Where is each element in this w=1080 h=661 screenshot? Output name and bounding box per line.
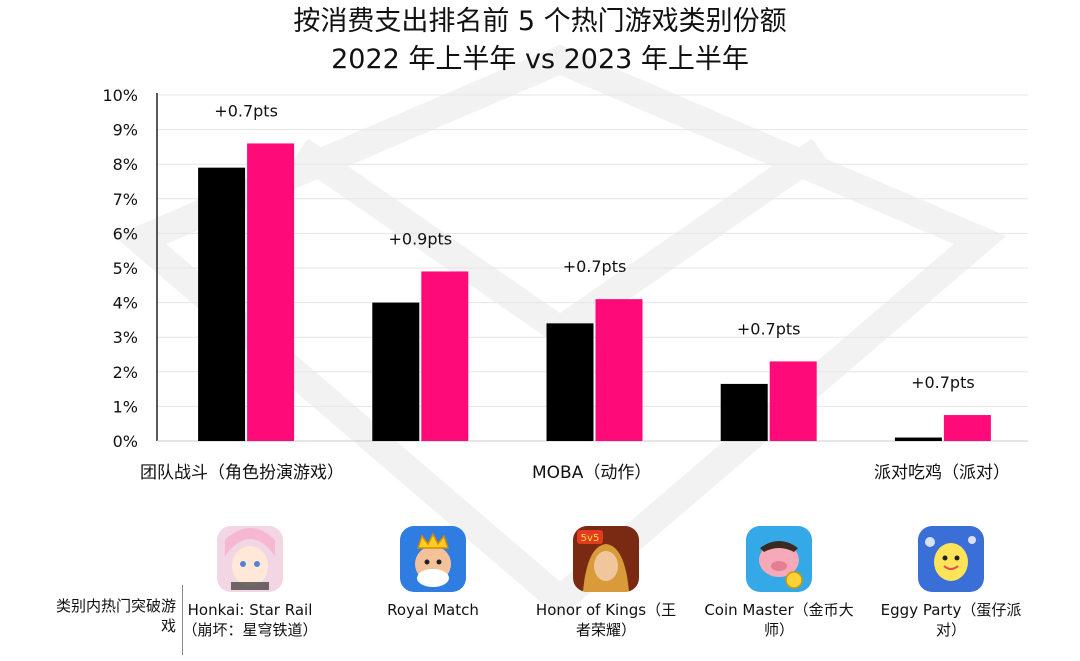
bar-2022 [894, 437, 942, 441]
delta-annotation: +0.7pts [563, 257, 627, 276]
game-item-eggy-party: Eggy Party（蛋仔派对） [876, 526, 1026, 640]
honkai-star-rail-icon [217, 526, 283, 592]
bar-2023 [247, 143, 295, 441]
chart-title: 按消费支出排名前 5 个热门游戏类别份额 [293, 6, 787, 37]
row-divider [182, 585, 183, 655]
delta-annotation: +0.7pts [911, 373, 975, 392]
honor-of-kings-icon: 5v5 [573, 526, 639, 592]
bar-2023 [595, 299, 643, 441]
game-item-royal-match: Royal Match [358, 526, 508, 620]
game-name: Honor of Kings（王者荣耀） [535, 601, 677, 639]
game-name: Honkai: Star Rail（崩坏：星穹铁道） [182, 601, 318, 639]
y-tick-label: 9% [113, 121, 138, 140]
y-tick-label: 4% [113, 294, 138, 313]
y-tick-label: 0% [113, 432, 138, 451]
y-tick-label: 6% [113, 224, 138, 243]
game-name: Coin Master（金币大师） [704, 601, 854, 639]
eggy-party-icon [918, 526, 984, 592]
bar-2022 [198, 167, 246, 441]
games-row-label: 类别内热门突破游戏 [55, 597, 176, 635]
delta-annotation: +0.7pts [737, 319, 801, 338]
y-tick-label: 2% [113, 363, 138, 382]
category-label-team-battle: 团队战斗（角色扮演游戏） [140, 463, 344, 483]
category-label-party-battle: 派对吃鸡（派对） [874, 463, 1010, 483]
game-name: Eggy Party（蛋仔派对） [880, 601, 1022, 639]
game-item-coin-master: Coin Master（金币大师） [704, 526, 854, 640]
y-tick-label: 10% [102, 86, 138, 105]
y-tick-label: 5% [113, 259, 138, 278]
svg-text:5v5: 5v5 [581, 533, 600, 544]
y-tick-label: 1% [113, 397, 138, 416]
category-label-moba: MOBA（动作） [532, 463, 652, 483]
y-tick-label: 3% [113, 328, 138, 347]
bar-2022 [546, 323, 594, 441]
delta-annotation: +0.9pts [388, 229, 452, 248]
bar-2022 [372, 302, 420, 441]
bar-2023 [943, 415, 991, 441]
bar-2023 [769, 361, 817, 441]
chart-subtitle: 2022 年上半年 vs 2023 年上半年 [331, 44, 749, 75]
y-tick-label: 8% [113, 155, 138, 174]
game-name: Royal Match [387, 601, 479, 619]
game-item-honkai: Honkai: Star Rail（崩坏：星穹铁道） [175, 526, 325, 640]
delta-annotation: +0.7pts [214, 101, 278, 120]
game-item-honor-of-kings: 5v5 Honor of Kings（王者荣耀） [531, 526, 681, 640]
royal-match-icon [400, 526, 466, 592]
coin-master-icon [746, 526, 812, 592]
bar-2022 [720, 383, 768, 441]
bar-2023 [421, 271, 469, 441]
y-tick-label: 7% [113, 190, 138, 209]
